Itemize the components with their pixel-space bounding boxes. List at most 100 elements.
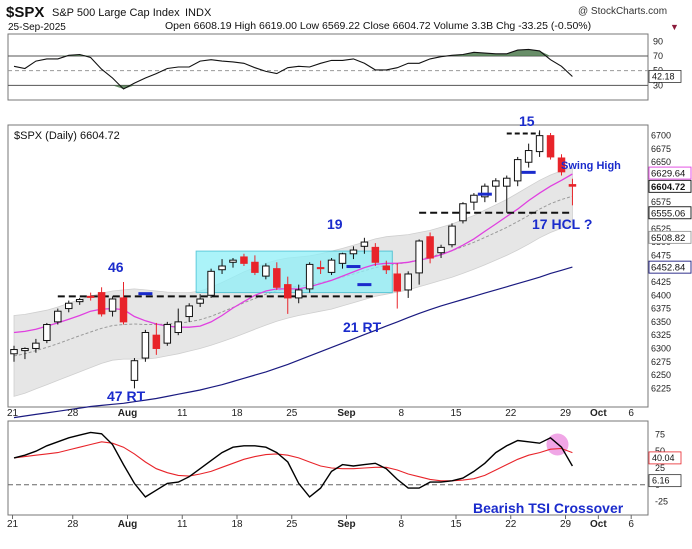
index-name: S&P 500 Large Cap Index: [52, 7, 180, 19]
candle: [218, 259, 226, 274]
candle: [32, 338, 40, 353]
price-value-tag: 6629.64: [651, 169, 685, 180]
candle: [371, 243, 380, 266]
candle: [437, 244, 445, 259]
price-tick-label: 6300: [651, 343, 671, 353]
annotation-hcl: 17 HCL ?: [532, 216, 592, 232]
candle: [251, 255, 259, 276]
candle-body-up: [10, 349, 18, 355]
x-axis-label: 8: [398, 519, 404, 530]
price-tick-label: 6375: [651, 304, 671, 314]
candle-body-up: [54, 310, 62, 323]
candle: [305, 262, 314, 293]
price-value-tag-box: [648, 230, 692, 244]
price-tick-label: 6425: [651, 277, 671, 287]
price-tick-label: 6275: [651, 357, 671, 367]
candle: [470, 193, 478, 211]
x-axis-label: Oct: [590, 519, 607, 530]
candle-body-up: [492, 180, 500, 187]
x-axis-label: 21: [7, 519, 19, 530]
candle-body-up: [174, 321, 182, 334]
tsi-tick-label: 25: [655, 463, 665, 473]
candle-body-up: [327, 259, 336, 273]
candle-body-up: [437, 246, 445, 254]
price-layer: 6700667566506625660065756550652565006475…: [10, 130, 692, 419]
ma200-line: [13, 266, 573, 419]
rsi-value-tag: 42.18: [652, 71, 675, 81]
x-axis-label: 25: [286, 519, 298, 530]
candle-body-down: [251, 261, 259, 273]
price-value-tag-box: [648, 206, 692, 220]
price-value-tag: 6452.84: [651, 263, 685, 274]
candle-body-up: [207, 270, 215, 296]
candle: [382, 260, 391, 274]
tsi-value-tag: 6.16: [652, 476, 670, 486]
candle-body-up: [32, 342, 40, 349]
candle: [97, 287, 106, 317]
price-value-tag: 6555.06: [651, 208, 685, 219]
candle: [492, 178, 500, 203]
candle-body-up: [75, 299, 84, 303]
candle: [568, 178, 577, 206]
candle-body-down: [316, 267, 325, 270]
candle-body-down: [86, 295, 95, 298]
candle-body-down: [393, 273, 401, 292]
candle-body-down: [382, 265, 391, 271]
candle: [108, 296, 117, 317]
rsi-value-tag-box: [648, 70, 682, 83]
price-tick-label: 6525: [651, 224, 671, 234]
ma20-line: [13, 173, 573, 334]
candle-body-up: [503, 177, 511, 187]
x-axis-label: 11: [177, 408, 188, 419]
x-axis-label: 15: [450, 408, 462, 419]
candle-body-down: [371, 246, 380, 263]
candle: [86, 292, 95, 301]
candle-body-down: [97, 292, 106, 315]
candle-body-down: [557, 157, 566, 173]
candle-body-up: [65, 302, 73, 310]
tsi-value-tag: 40.04: [652, 453, 675, 463]
rsi-panel: [7, 33, 649, 101]
price-tick-label: 6325: [651, 330, 671, 340]
candle-body-up: [185, 305, 193, 318]
candle: [360, 237, 369, 254]
candle: [207, 268, 215, 298]
tsi-line: [13, 431, 574, 498]
x-axis-label: 22: [505, 408, 517, 419]
candle-body-up: [360, 241, 369, 247]
x-axis-label: 21: [7, 408, 19, 419]
candle-body-up: [130, 360, 139, 381]
candle-body-down: [119, 297, 128, 323]
rsi-layer: 9070503042.18: [8, 36, 682, 90]
x-axis-label: 18: [231, 408, 243, 419]
candle-body-up: [349, 249, 358, 255]
candle-body-up: [163, 324, 172, 344]
candle: [535, 130, 544, 157]
candle-body-up: [196, 298, 204, 304]
candle-body-up: [448, 225, 456, 246]
price-tick-label: 6650: [651, 157, 671, 167]
candle-body-down: [152, 334, 161, 349]
x-axis-label: 29: [560, 519, 572, 530]
candle-body-up: [535, 135, 544, 153]
candle: [459, 202, 467, 224]
tsi-tick-label: 75: [655, 429, 665, 439]
price-tick-label: 6575: [651, 197, 671, 207]
x-axis-label: 28: [67, 408, 79, 419]
candle-body-up: [513, 159, 522, 182]
candle-body-up: [524, 150, 533, 163]
tsi-tick-label: -25: [655, 497, 668, 507]
candle-body-up: [305, 263, 314, 290]
candle: [75, 297, 84, 305]
x-axis-label: Aug: [118, 519, 137, 530]
annotation-47rt: 47 RT: [107, 388, 146, 404]
candle-body-down: [546, 135, 555, 158]
rsi-tick-label: 90: [653, 36, 663, 46]
candle: [141, 329, 150, 362]
candle-body-up: [404, 273, 412, 291]
x-axis-label: Aug: [118, 408, 137, 419]
candle: [43, 322, 51, 344]
exchange-label: INDX: [185, 7, 212, 19]
annotation-15: 15: [519, 113, 535, 129]
